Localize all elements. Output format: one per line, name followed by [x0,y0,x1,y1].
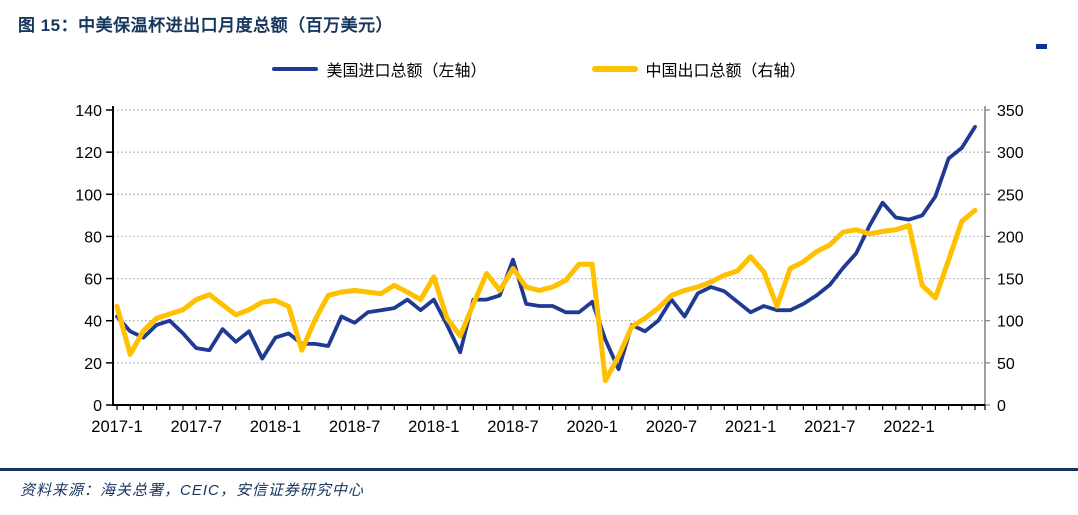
right-axis-tick-label: 350 [997,103,1024,120]
left-axis-tick-label: 20 [84,356,102,373]
right-axis-tick-label: 200 [997,229,1024,246]
x-axis-tick-label: 2018-1 [408,418,459,436]
right-axis-tick-label: 50 [997,356,1015,373]
legend-item-us-imports: 美国进口总额（左轴） [272,57,487,81]
x-axis-tick-label: 2018-7 [329,418,380,436]
left-axis-tick-label: 140 [75,103,102,120]
right-axis-tick-label: 0 [997,398,1006,415]
footer-rule [0,468,1078,471]
right-axis-tick-label: 250 [997,187,1024,204]
x-axis-tick-label: 2021-1 [725,418,776,436]
figure-title: 图 15：中美保温杯进出口月度总额（百万美元） [18,16,394,35]
note-dash-decoration [1036,44,1047,49]
left-axis-tick-label: 60 [84,272,102,289]
left-axis-tick-label: 40 [84,314,102,331]
left-axis-tick-label: 120 [75,145,102,162]
x-axis-tick-label: 2017-7 [171,418,222,436]
chart-legend: 美国进口总额（左轴） 中国出口总额（右轴） [0,57,1078,81]
cn-exports-line [114,207,978,384]
legend-label-us-imports: 美国进口总额（左轴） [326,63,487,80]
x-axis-tick-label: 2017-1 [91,418,142,436]
legend-item-cn-exports: 中国出口总额（右轴） [591,57,806,81]
us-imports-line [115,125,977,372]
x-axis-tick-label: 2020-1 [567,418,618,436]
left-axis-tick-label: 0 [93,398,102,415]
x-axis-tick-label: 2018-7 [487,418,538,436]
right-axis-tick-label: 300 [997,145,1024,162]
x-axis-tick-label: 2021-7 [804,418,855,436]
source-line: 资料来源：海关总署，CEIC，安信证券研究中心 [20,482,364,499]
right-axis-tick-label: 150 [997,272,1024,289]
x-axis-tick-label: 2018-1 [250,418,301,436]
x-axis-tick-label: 2022-1 [883,418,934,436]
cn-exports-line-swatch [591,66,638,72]
us-imports-line-swatch [272,67,319,71]
left-axis-tick-label: 100 [75,187,102,204]
left-axis-tick-label: 80 [84,229,102,246]
x-axis-tick-label: 2020-7 [646,418,697,436]
right-axis-tick-label: 100 [997,314,1024,331]
legend-label-cn-exports: 中国出口总额（右轴） [645,63,806,80]
